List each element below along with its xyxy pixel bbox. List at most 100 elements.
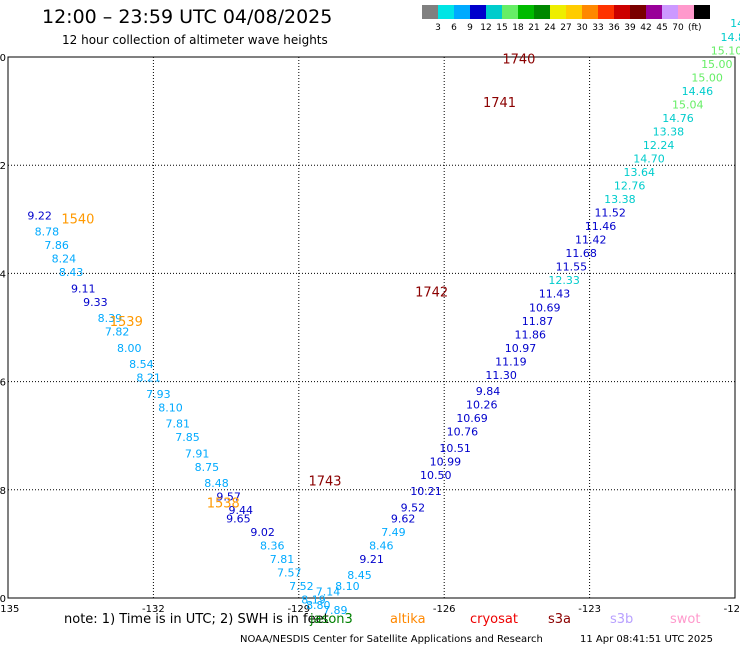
longitude-label: -135 xyxy=(0,604,19,615)
wave-height-value: 9.65 xyxy=(226,512,251,525)
wave-height-value: 8.43 xyxy=(59,266,84,279)
colorbar-swatch xyxy=(438,5,454,19)
wave-height-value: 15.10 xyxy=(711,44,740,57)
wave-height-value: 9.21 xyxy=(359,553,384,566)
wave-height-value: 7.81 xyxy=(270,553,295,566)
map-subtitle: 12 hour collection of altimeter wave hei… xyxy=(62,33,328,47)
wave-height-value: 14.76 xyxy=(662,112,694,125)
colorbar-label: 21 xyxy=(528,23,540,33)
colorbar-label: 3 xyxy=(435,23,441,33)
pass-time-label: 1743 xyxy=(308,475,341,490)
pass-time-label: 1539 xyxy=(110,315,143,330)
wave-height-value: 7.85 xyxy=(175,431,200,444)
wave-height-value: 8.24 xyxy=(52,253,76,266)
wave-height-value: 14.70 xyxy=(633,152,665,165)
wave-height-value: 9.44 xyxy=(229,504,254,517)
wave-height-value: 7.57 xyxy=(277,566,302,579)
timestamp-text: 11 Apr 08:41:51 UTC 2025 xyxy=(580,634,713,645)
wave-height-value: 14.46 xyxy=(682,85,714,98)
wave-height-value: 10.21 xyxy=(410,485,442,498)
wave-height-value: 12.24 xyxy=(643,139,675,152)
latitude-label: -58 xyxy=(0,486,6,497)
colorbar-swatch xyxy=(422,5,438,19)
wave-height-value: 9.33 xyxy=(83,296,108,309)
colorbar-swatch xyxy=(598,5,614,19)
colorbar-label: 70 xyxy=(672,23,684,33)
wave-height-value: 7.93 xyxy=(146,388,171,401)
pass-time-label: 1740 xyxy=(502,53,535,68)
wave-height-value: 15.04 xyxy=(672,98,704,111)
wave-height-value: 15.00 xyxy=(701,58,733,71)
wave-height-value: 8.19 xyxy=(301,593,326,606)
wave-height-value: 11.46 xyxy=(585,220,617,233)
wave-height-value: 9.57 xyxy=(216,491,241,504)
latitude-label: -60 xyxy=(0,594,6,605)
wave-height-value: 8.39 xyxy=(98,312,123,325)
wave-height-value: 11.30 xyxy=(485,369,517,382)
colorbar-swatch xyxy=(470,5,486,19)
wave-height-value: 14.66 xyxy=(730,17,740,30)
wave-height-value: 7.14 xyxy=(316,585,341,598)
wave-height-value: 9.02 xyxy=(250,526,274,539)
wave-height-value: 7.91 xyxy=(185,447,210,460)
colorbar-label: 42 xyxy=(640,23,652,33)
wave-height-value: 8.10 xyxy=(158,401,183,414)
wave-height-value: 12.33 xyxy=(548,274,580,287)
pass-time-label: 1742 xyxy=(415,285,448,300)
colorbar-swatch xyxy=(518,5,534,19)
colorbar-swatch xyxy=(678,5,694,19)
wave-height-value: 7.49 xyxy=(381,526,406,539)
wave-height-value: 9.11 xyxy=(71,282,96,295)
colorbar-unit: (ft) xyxy=(688,23,702,33)
wave-height-value: 8.48 xyxy=(204,477,229,490)
wave-height-value: 10.97 xyxy=(505,342,537,355)
satellite-legend-cryosat: cryosat xyxy=(470,612,518,627)
wave-height-value: 11.86 xyxy=(514,328,546,341)
colorbar-label: 33 xyxy=(592,23,604,33)
satellite-legend-swot: swot xyxy=(670,612,701,627)
longitude-label: -132 xyxy=(142,604,165,615)
colorbar-swatch xyxy=(646,5,662,19)
wave-height-value: 10.99 xyxy=(430,455,462,468)
colorbar-swatch xyxy=(694,5,710,19)
satellite-legend-s3a: s3a xyxy=(548,612,572,627)
colorbar-label: 15 xyxy=(496,23,508,33)
wave-height-value: 8.78 xyxy=(35,226,60,239)
wave-height-value: 11.55 xyxy=(556,261,588,274)
wave-height-value: 8.75 xyxy=(195,461,220,474)
wave-height-value: 10.69 xyxy=(529,301,561,314)
wave-height-value: 8.00 xyxy=(117,342,142,355)
wave-height-value: 8.80 xyxy=(306,599,331,612)
wave-height-value: 9.62 xyxy=(391,512,416,525)
colorbar-swatch xyxy=(630,5,646,19)
wave-height-value: 11.42 xyxy=(575,234,607,247)
colorbar-label: 24 xyxy=(544,23,556,33)
wave-height-value: 8.46 xyxy=(369,539,394,552)
wave-height-value: 8.10 xyxy=(335,580,360,593)
plot-frame xyxy=(7,56,736,599)
satellite-legend-s3b: s3b xyxy=(610,612,634,627)
longitude-label: -129 xyxy=(287,604,310,615)
wave-height-value: 11.87 xyxy=(522,315,554,328)
colorbar-swatch xyxy=(486,5,502,19)
pass-time-label: 1538 xyxy=(207,496,240,511)
wave-height-value: 10.26 xyxy=(466,399,498,412)
colorbar-label: 18 xyxy=(512,23,524,33)
satellite-legend-jason3: jason3 xyxy=(310,612,353,627)
pass-time-label: 1540 xyxy=(61,212,94,227)
wave-height-value: 10.51 xyxy=(439,442,471,455)
wave-height-value: 12.76 xyxy=(614,180,646,193)
colorbar-label: 45 xyxy=(656,23,668,33)
colorbar-label: 30 xyxy=(576,23,588,33)
wave-height-value: 13.38 xyxy=(604,193,636,206)
wave-height-value: 9.52 xyxy=(401,501,426,514)
colorbar-swatch xyxy=(502,5,518,19)
map-title: 12:00 – 23:59 UTC 04/08/2025 xyxy=(42,6,333,28)
colorbar-swatch xyxy=(454,5,470,19)
footer-note: note: 1) Time is in UTC; 2) SWH is in fe… xyxy=(64,612,329,627)
wave-height-value: 10.76 xyxy=(447,426,479,439)
latitude-label: -50 xyxy=(0,53,6,64)
wave-height-value: 7.89 xyxy=(323,604,348,617)
wave-height-value: 15.00 xyxy=(691,71,723,84)
